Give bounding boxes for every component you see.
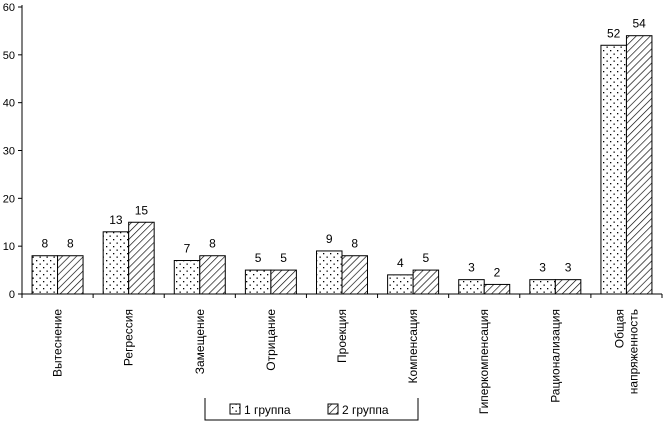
x-tick-label-line: Общая <box>612 309 626 348</box>
x-tick-label-line: Рационализация <box>548 309 562 403</box>
bar-1-2 <box>102 231 130 295</box>
data-label: 8 <box>41 237 48 251</box>
x-tick-label: Общая напряженность <box>612 309 640 394</box>
data-label: 5 <box>280 251 287 265</box>
legend-swatch-2 <box>327 403 339 415</box>
bar-2-3 <box>199 255 226 295</box>
data-label: 3 <box>565 261 572 275</box>
x-tick-label-line: Замещение <box>193 309 207 375</box>
bar-2-6 <box>412 269 440 295</box>
x-tick-label: Регрессия <box>122 309 136 366</box>
bar-1-5 <box>316 250 343 295</box>
bar-1-8 <box>529 279 556 295</box>
x-tick-label-line: Отрицание <box>264 309 278 371</box>
data-label: 8 <box>209 237 216 251</box>
y-tick-label: 0 <box>9 289 15 301</box>
bar-2-5 <box>341 255 368 295</box>
bar-2-7 <box>483 283 511 295</box>
bar-1-7 <box>458 279 485 295</box>
bar-2-9 <box>625 35 653 295</box>
x-tick-label-line: Вытеснение <box>51 309 65 377</box>
category-labels: Вытеснение Регрессия Замещение Отрицание Про… <box>51 309 641 415</box>
x-tick-label: Компенсация <box>406 309 420 383</box>
x-tick-label-line: напряженность <box>626 309 640 394</box>
data-label: 4 <box>397 256 404 270</box>
data-label: 13 <box>109 213 123 227</box>
bars <box>31 35 653 295</box>
y-tick-label: 20 <box>3 193 15 205</box>
bar-2-2 <box>128 221 155 295</box>
x-tick-label: Гиперкомпенсация <box>477 309 491 414</box>
bar-2-1 <box>57 255 84 295</box>
bar-1-1 <box>31 255 59 295</box>
legend-label-1: 1 группа <box>244 403 291 417</box>
x-tick-label-line: Гиперкомпенсация <box>477 309 491 414</box>
data-label: 5 <box>423 251 430 265</box>
data-label: 8 <box>67 237 74 251</box>
x-tick-label-line: Компенсация <box>406 309 420 383</box>
y-tick-label: 40 <box>3 98 15 110</box>
data-label: 2 <box>494 265 501 279</box>
bar-1-9 <box>600 44 627 295</box>
bar-1-3 <box>173 260 201 295</box>
x-tick-label-line: Регрессия <box>122 309 136 366</box>
x-tick-label: Рационализация <box>548 309 562 403</box>
data-label: 52 <box>607 26 621 40</box>
bar-2-8 <box>554 279 582 295</box>
x-tick-label: Замещение <box>193 309 207 375</box>
y-tick-label: 60 <box>3 2 15 14</box>
legend-frame <box>204 398 419 421</box>
data-label: 54 <box>633 17 647 31</box>
legend-swatch-1 <box>229 403 241 415</box>
x-tick-label-line: Проекция <box>335 309 349 363</box>
data-label: 5 <box>255 251 262 265</box>
bar-1-4 <box>244 269 272 295</box>
data-label: 7 <box>184 242 191 256</box>
legend: 1 группа 2 группа <box>204 398 419 421</box>
bar-1-6 <box>387 274 414 295</box>
data-label: 3 <box>539 261 546 275</box>
legend-label-2: 2 группа <box>342 403 389 417</box>
x-tick-label: Отрицание <box>264 309 278 371</box>
data-label: 8 <box>351 237 358 251</box>
y-tick-label: 30 <box>3 146 15 158</box>
bar-2-4 <box>270 269 297 295</box>
data-labels: 8 8 13 15 7 8 5 5 9 8 4 5 3 2 3 3 52 54 <box>41 17 646 280</box>
x-tick-label: Вытеснение <box>51 309 65 377</box>
y-tick-label: 10 <box>3 241 15 253</box>
x-tick-label: Проекция <box>335 309 349 363</box>
data-label: 9 <box>326 232 333 246</box>
data-label: 15 <box>135 203 149 217</box>
y-tick-label: 50 <box>3 50 15 62</box>
data-label: 3 <box>468 261 475 275</box>
